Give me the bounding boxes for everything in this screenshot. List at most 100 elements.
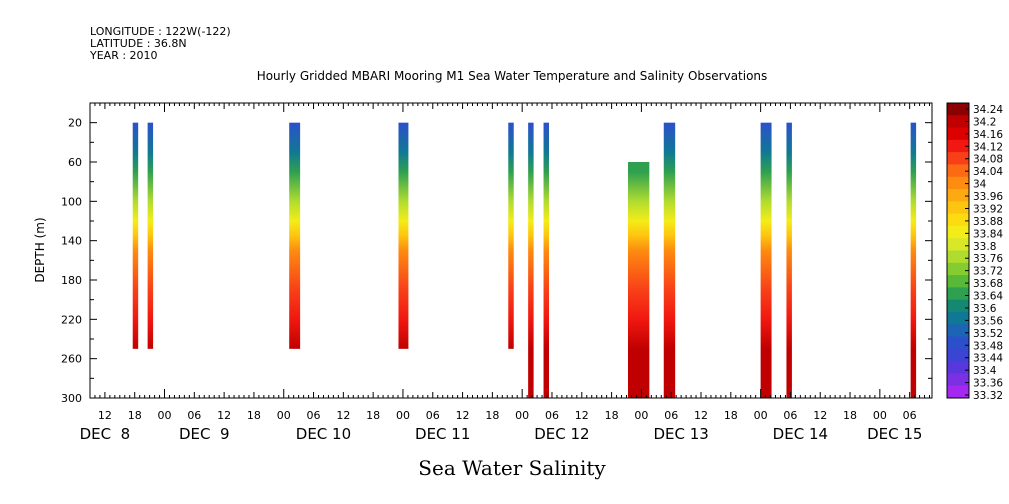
colorbar-frame — [946, 102, 970, 399]
colorbar-swatch — [947, 373, 969, 387]
colorbar-swatch — [947, 176, 969, 190]
data-column — [528, 122, 534, 399]
colorbar-label: 34.08 — [973, 154, 1003, 166]
y-tick-label: 140 — [61, 235, 82, 248]
x-hour-label: 18 — [247, 409, 261, 422]
x-hour-label: 18 — [843, 409, 857, 422]
y-tick-label: 260 — [61, 353, 82, 366]
colorbar-swatch — [947, 275, 969, 288]
colorbar-label: 33.36 — [973, 378, 1003, 390]
colorbar-swatch — [947, 287, 969, 301]
x-day-label: DEC 11 — [415, 425, 470, 443]
y-tick-label: 180 — [61, 274, 82, 287]
colorbar-label: 33.8 — [973, 241, 996, 253]
colorbar-swatch — [947, 348, 969, 362]
data-column — [132, 122, 139, 349]
x-day-label: DEC 13 — [653, 425, 708, 443]
colorbar-label: 33.68 — [973, 278, 1003, 290]
y-tick-label: 60 — [68, 156, 82, 169]
x-day-label: DEC 12 — [534, 425, 589, 443]
x-hour-label: 00 — [634, 409, 648, 422]
x-axis: 12 18 00 06 12 18 00 06 12 18 00 06 12 18 00 06 12 18 00 06… — [80, 103, 931, 443]
x-hour-label: 12 — [217, 409, 231, 422]
colorbar-label: 33.64 — [973, 291, 1003, 303]
x-axis-label: Sea Water Salinity — [418, 456, 606, 480]
x-hour-label: 12 — [98, 409, 112, 422]
colorbar-swatch — [947, 115, 969, 129]
data-columns — [132, 122, 917, 399]
data-column — [543, 122, 550, 399]
colorbar-swatch — [947, 324, 969, 338]
colorbar-label: 33.56 — [973, 315, 1003, 327]
colorbar-label: 33.92 — [973, 203, 1003, 215]
data-column — [398, 122, 409, 349]
colorbar-swatch — [947, 336, 969, 350]
x-hour-label: 18 — [485, 409, 499, 422]
x-hour-label: 00 — [277, 409, 291, 422]
colorbar-label: 33.76 — [973, 253, 1003, 265]
x-day-label: DEC 8 — [80, 425, 131, 443]
x-hour-label: 12 — [813, 409, 827, 422]
data-column — [910, 122, 917, 399]
colorbar-swatch — [947, 127, 969, 141]
colorbar-swatch — [947, 201, 969, 215]
colorbar-label: 34 — [973, 179, 987, 191]
colorbar-label: 33.96 — [973, 191, 1003, 203]
colorbar-swatch — [947, 262, 969, 276]
y-axis: 20 60 100 140 180 220 260 300 — [61, 102, 932, 405]
y-axis-label: DEPTH (m) — [33, 217, 47, 282]
x-hour-label: 06 — [426, 409, 440, 422]
data-column — [760, 122, 772, 399]
y-tick-label: 300 — [61, 392, 82, 405]
x-hour-label: 06 — [307, 409, 321, 422]
longitude-label: LONGITUDE : 122W(-122) — [90, 25, 231, 38]
colorbar-label: 34.04 — [973, 166, 1003, 178]
data-column — [663, 122, 676, 399]
colorbar-label: 33.84 — [973, 228, 1003, 240]
x-day-label: DEC 14 — [773, 425, 828, 443]
colorbar-swatch — [947, 103, 969, 116]
colorbar: 34.2434.234.1634.1234.0834.043433.9633.9… — [946, 102, 1003, 402]
latitude-label: LATITUDE : 36.8N — [90, 37, 187, 50]
x-hour-label: 12 — [336, 409, 350, 422]
x-hour-label: 12 — [456, 409, 470, 422]
y-tick-label: 20 — [68, 117, 82, 130]
colorbar-label: 34.2 — [973, 116, 996, 128]
x-hour-label: 06 — [545, 409, 559, 422]
x-hour-label: 00 — [396, 409, 410, 422]
x-hour-label: 06 — [187, 409, 201, 422]
x-day-label: DEC 15 — [867, 425, 922, 443]
colorbar-swatch — [947, 385, 969, 399]
colorbar-swatch — [947, 311, 969, 325]
year-label: YEAR : 2010 — [89, 49, 158, 62]
colorbar-label: 33.88 — [973, 216, 1003, 228]
chart-title: Hourly Gridded MBARI Mooring M1 Sea Wate… — [257, 69, 768, 83]
colorbar-label: 33.6 — [973, 303, 997, 315]
colorbar-label: 33.48 — [973, 340, 1003, 352]
x-day-label: DEC 9 — [179, 425, 230, 443]
x-hour-label: 18 — [128, 409, 142, 422]
colorbar-label: 33.52 — [973, 328, 1003, 340]
x-hour-label: 06 — [664, 409, 678, 422]
colorbar-swatch — [947, 189, 969, 202]
plot-frame — [89, 102, 933, 399]
colorbar-swatch — [947, 164, 969, 178]
colorbar-swatch — [947, 225, 969, 239]
colorbar-label: 33.72 — [973, 266, 1003, 278]
x-hour-label: 12 — [575, 409, 589, 422]
colorbar-label: 34.24 — [973, 104, 1003, 116]
x-hour-label: 00 — [158, 409, 172, 422]
data-column — [147, 122, 154, 349]
x-hour-label: 00 — [754, 409, 768, 422]
colorbar-label: 33.32 — [973, 390, 1003, 402]
x-hour-label: 12 — [694, 409, 708, 422]
x-hour-label: 18 — [724, 409, 738, 422]
x-hour-label: 00 — [873, 409, 887, 422]
x-hour-label: 06 — [783, 409, 797, 422]
colorbar-swatch — [947, 139, 969, 153]
data-column — [786, 122, 792, 399]
colorbar-swatch — [947, 238, 969, 251]
x-hour-label: 06 — [903, 409, 917, 422]
y-tick-label: 220 — [61, 313, 82, 326]
